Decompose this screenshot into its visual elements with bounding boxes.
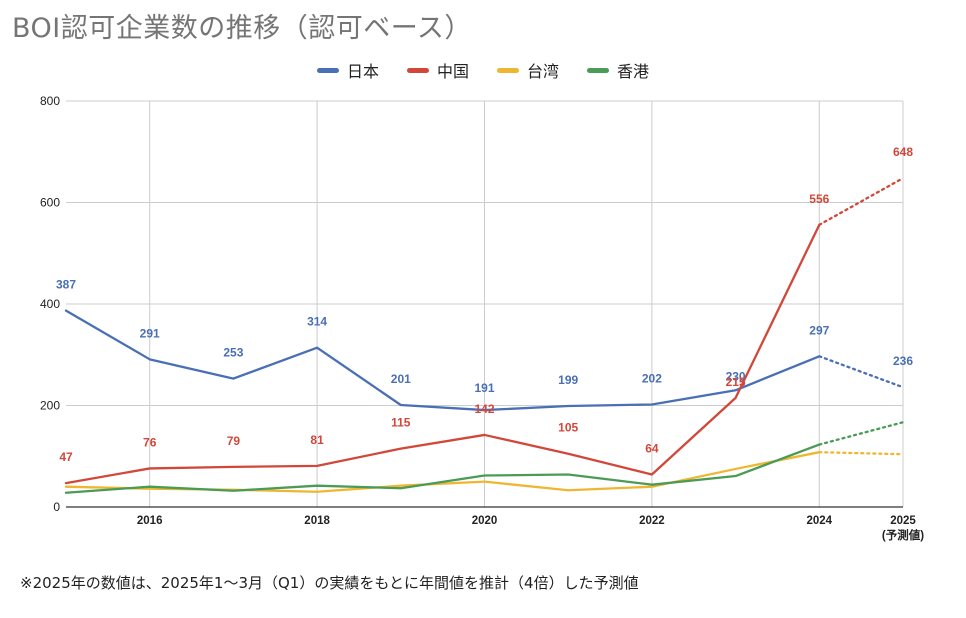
x-tick-label: 2022 xyxy=(639,515,665,527)
legend-item-hongkong: 香港 xyxy=(587,58,649,82)
data-label-1: 115 xyxy=(391,416,411,430)
data-label-1: 47 xyxy=(59,450,73,464)
data-label-1: 79 xyxy=(227,434,241,448)
x-tick-label: 2020 xyxy=(472,515,498,527)
legend-swatch-hongkong xyxy=(587,67,610,73)
data-label-0: 236 xyxy=(893,354,913,368)
x-tick-label: 2018 xyxy=(304,515,330,527)
legend-item-japan: 日本 xyxy=(316,58,379,82)
y-tick-label: 200 xyxy=(40,399,60,413)
data-label-0: 297 xyxy=(809,323,829,337)
data-label-0: 191 xyxy=(474,381,494,395)
series-line-0 xyxy=(64,309,821,412)
data-label-0: 291 xyxy=(140,326,160,340)
legend-item-china: 中国 xyxy=(406,58,469,82)
series-line-2 xyxy=(64,451,821,493)
data-label-0: 387 xyxy=(56,278,76,292)
data-label-0: 314 xyxy=(307,315,327,329)
series-projection-2 xyxy=(818,451,905,456)
data-label-0: 201 xyxy=(391,372,411,386)
y-tick-label: 800 xyxy=(40,94,60,108)
x-tick-label: 2024 xyxy=(807,515,833,527)
legend-swatch-japan xyxy=(316,67,339,73)
y-tick-label: 400 xyxy=(40,297,60,311)
data-label-0: 202 xyxy=(642,371,662,385)
legend-swatch-china xyxy=(406,67,429,73)
data-label-1: 64 xyxy=(645,442,659,456)
line-chart: 0 200 400 600 800 2016 2018 2020 2022 2024 2025(予測… xyxy=(40,94,924,542)
data-label-0: 199 xyxy=(558,373,578,387)
x-tick-label: 2016 xyxy=(137,515,163,527)
data-label-1: 648 xyxy=(893,145,913,159)
data-label-0: 230 xyxy=(726,369,746,383)
series-projection-1 xyxy=(818,176,905,226)
legend-swatch-taiwan xyxy=(497,67,519,73)
series-projection-0 xyxy=(818,355,905,389)
legend-label-taiwan: 台湾 xyxy=(527,62,560,81)
x-tick-sublabel: (予測値) xyxy=(882,528,924,542)
footnote: ※2025年の数値は、2025年1～3月（Q1）の実績をもとに年間値を推計（4倍… xyxy=(20,574,639,592)
series-line-3 xyxy=(64,443,821,494)
legend-label-japan: 日本 xyxy=(346,62,379,81)
legend-label-china: 中国 xyxy=(436,62,469,81)
y-tick-label: 0 xyxy=(53,500,60,514)
data-label-1: 142 xyxy=(474,402,494,416)
legend-item-taiwan: 台湾 xyxy=(497,58,559,82)
x-tick-label: 2025 xyxy=(890,515,916,527)
series-line-1 xyxy=(64,223,821,485)
data-label-1: 105 xyxy=(558,421,578,435)
series-projection-3 xyxy=(818,421,905,446)
chart-title: BOI認可企業数の推移（認可ベース） xyxy=(12,13,472,44)
data-label-1: 556 xyxy=(809,192,829,206)
data-label-1: 76 xyxy=(143,435,157,449)
legend: 日本 中国 台湾 香港 xyxy=(0,58,966,82)
y-tick-label: 600 xyxy=(40,196,60,210)
data-label-1: 215 xyxy=(726,375,746,389)
legend-label-hongkong: 香港 xyxy=(617,62,650,81)
data-label-0: 253 xyxy=(223,346,243,360)
data-label-1: 81 xyxy=(310,433,324,447)
